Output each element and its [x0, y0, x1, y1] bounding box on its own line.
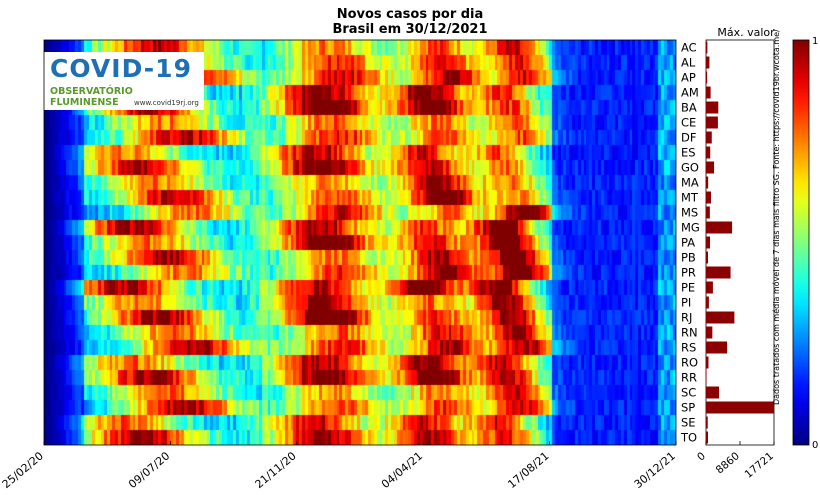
- max-value-bar: [706, 281, 713, 294]
- bar-tick-label: 17721: [743, 450, 776, 481]
- row-label: DF: [681, 131, 696, 145]
- row-label: PR: [681, 266, 696, 280]
- row-label: RN: [681, 326, 698, 340]
- max-value-bar: [706, 266, 731, 279]
- source-note: Dados tratados com média móvel de 7 dias…: [772, 29, 781, 405]
- logo-url: www.covid19rj.org: [134, 99, 199, 107]
- row-label: RS: [681, 341, 696, 355]
- row-label: SC: [681, 386, 696, 400]
- max-value-bar: [706, 161, 715, 174]
- max-value-bar: [706, 131, 712, 144]
- x-tick-label: 04/04/21: [379, 449, 425, 491]
- max-value-bar: [706, 191, 711, 204]
- row-label: CE: [681, 116, 696, 130]
- max-value-bar: [706, 326, 713, 339]
- max-value-bar: [706, 116, 718, 129]
- max-value-bar: [706, 401, 774, 414]
- max-value-bar: [706, 251, 708, 264]
- logo-subtitle: OBSERVATÓRIO FLUMINENSE: [50, 86, 133, 108]
- row-label: MT: [681, 191, 699, 205]
- max-value-bar: [706, 416, 708, 429]
- max-value-bar: [706, 101, 719, 114]
- max-value-bar: [706, 431, 708, 444]
- heatmap-frame: [43, 39, 677, 446]
- max-value-bar: [706, 221, 733, 234]
- logo-title: COVID-19: [50, 54, 192, 83]
- max-value-bar: [706, 146, 711, 159]
- x-tick-label: 17/08/21: [505, 449, 551, 491]
- x-tick-label: 30/12/21: [632, 449, 678, 491]
- row-label: TO: [680, 431, 697, 445]
- max-value-bar: [706, 176, 709, 189]
- row-label: AP: [681, 71, 696, 85]
- row-label: BA: [681, 101, 697, 115]
- max-value-bar: [706, 41, 708, 54]
- max-value-bar: [706, 311, 735, 324]
- bar-panel-frame: [705, 39, 775, 446]
- chart-title: Novos casos por dia: [336, 7, 484, 22]
- x-tick-label: 25/02/20: [0, 449, 46, 491]
- max-value-bar: [706, 296, 709, 309]
- max-value-bar: [706, 206, 710, 219]
- max-value-bar: [706, 356, 709, 369]
- row-label: RR: [681, 371, 697, 385]
- max-value-bar: [706, 386, 720, 399]
- row-label: SE: [681, 416, 696, 430]
- row-label: AL: [681, 56, 696, 70]
- row-label: MG: [681, 221, 700, 235]
- bar-tick-label: 0: [695, 450, 708, 463]
- bar-tick-label: 8860: [714, 450, 742, 476]
- row-label: PB: [681, 251, 696, 265]
- x-tick-label: 09/07/20: [126, 449, 172, 491]
- row-label: RJ: [681, 311, 692, 325]
- max-value-bar: [706, 236, 711, 249]
- colorbar-min-label: 0: [812, 440, 819, 451]
- max-value-bar: [706, 86, 711, 99]
- x-tick-label: 21/11/20: [253, 449, 299, 491]
- max-value-bar: [706, 341, 728, 354]
- row-label: MS: [681, 206, 698, 220]
- covid19-logo: COVID-19 OBSERVATÓRIO FLUMINENSE www.cov…: [44, 52, 204, 110]
- max-value-bar: [706, 71, 708, 84]
- row-label: GO: [681, 161, 699, 175]
- row-label: PE: [681, 281, 695, 295]
- max-value-bar: [706, 56, 710, 69]
- colorbar: [792, 39, 810, 446]
- row-label: PI: [681, 296, 691, 310]
- chart-subtitle: Brasil em 30/12/2021: [332, 22, 488, 37]
- bar-title: Máx. valor: [717, 26, 775, 39]
- colorbar-max-label: 1: [812, 36, 819, 47]
- row-label: PA: [681, 236, 695, 250]
- row-label: SP: [681, 401, 695, 415]
- row-label: MA: [681, 176, 699, 190]
- row-label: AC: [681, 41, 697, 55]
- row-label: RO: [681, 356, 698, 370]
- row-label: AM: [681, 86, 699, 100]
- row-label: ES: [681, 146, 696, 160]
